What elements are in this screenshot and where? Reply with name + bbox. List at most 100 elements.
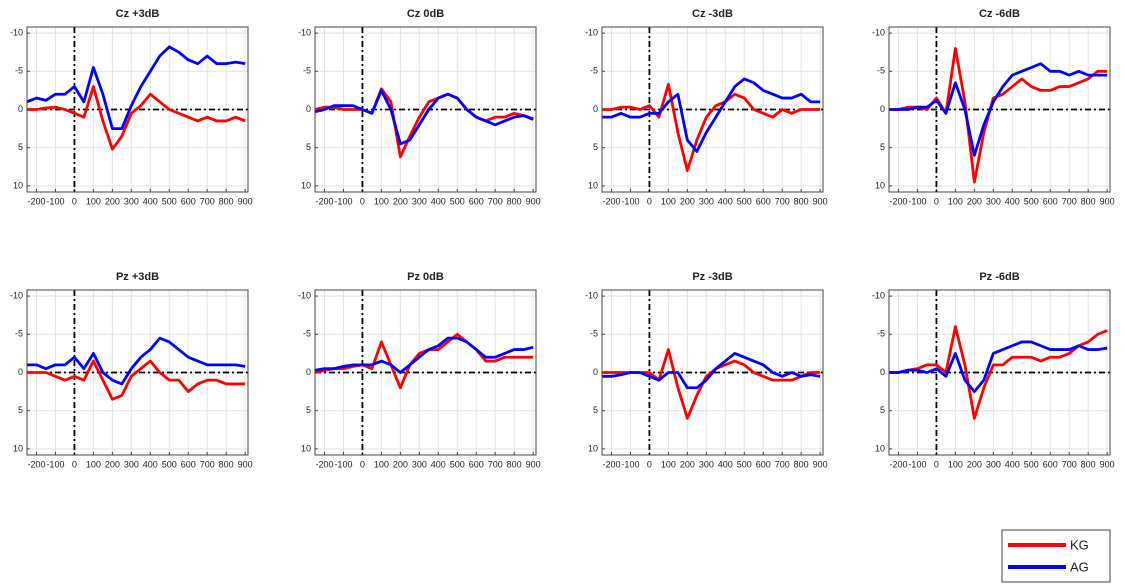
y-tick-label: -10	[10, 290, 23, 300]
series-line	[27, 359, 246, 401]
x-tick-label: 700	[200, 459, 215, 469]
y-tick-label: 0	[593, 104, 598, 114]
x-tick-label: 0	[360, 196, 365, 206]
x-tick-label: 0	[72, 459, 77, 469]
x-tick-label: 700	[1062, 196, 1077, 206]
x-tick-label: 0	[647, 196, 652, 206]
y-tick-label: 0	[593, 367, 598, 377]
x-tick-label: 800	[794, 196, 809, 206]
x-tick-label: -200	[602, 459, 620, 469]
y-tick-label: 0	[18, 367, 23, 377]
y-tick-label: -5	[303, 329, 311, 339]
x-tick-label: 900	[1100, 459, 1115, 469]
x-tick-label: 700	[200, 196, 215, 206]
x-tick-label: 100	[374, 459, 389, 469]
x-tick-label: 200	[105, 196, 120, 206]
x-tick-label: 800	[1081, 196, 1096, 206]
y-tick-label: 5	[593, 405, 598, 415]
x-tick-label: 600	[181, 196, 196, 206]
subplot: Cz -3dB -10 -5 0 5 10 -200 -100 0 100 200 300 400 500…	[585, 8, 828, 206]
y-tick-label: 5	[18, 405, 23, 415]
x-tick-label: -100	[908, 196, 926, 206]
subplot-title: Pz -6dB	[979, 271, 1019, 283]
x-tick-label: -100	[46, 459, 64, 469]
x-tick-label: 100	[661, 459, 676, 469]
y-tick-label: 10	[13, 180, 23, 190]
y-tick-label: -5	[15, 329, 23, 339]
y-tick-label: -5	[590, 66, 598, 76]
x-tick-label: 300	[986, 459, 1001, 469]
y-tick-label: -10	[872, 290, 885, 300]
x-tick-label: 600	[181, 459, 196, 469]
x-tick-label: 900	[526, 196, 541, 206]
subplot: Cz +3dB -10 -5 0 5 10 -200 -100 0 100 200 300 400 500…	[10, 8, 253, 206]
x-tick-label: 700	[775, 196, 790, 206]
x-tick-label: 400	[1005, 459, 1020, 469]
plot-frame	[601, 289, 824, 456]
y-tick-label: 5	[593, 142, 598, 152]
x-tick-label: 200	[393, 459, 408, 469]
subplot-title: Pz 0dB	[407, 271, 444, 283]
plot-frame	[314, 289, 537, 456]
subplot-title: Cz 0dB	[407, 8, 444, 20]
x-tick-label: 500	[737, 196, 752, 206]
series-line	[889, 340, 1108, 393]
y-tick-label: 0	[306, 367, 311, 377]
y-tick-label: 10	[301, 180, 311, 190]
series-line	[314, 332, 534, 390]
x-tick-label: -200	[315, 196, 333, 206]
x-tick-label: 700	[488, 196, 503, 206]
x-tick-label: -100	[621, 459, 639, 469]
plot-frame	[26, 26, 249, 193]
x-tick-label: 0	[934, 196, 939, 206]
x-tick-label: 900	[813, 459, 828, 469]
y-tick-label: -10	[298, 27, 311, 37]
series-line	[27, 85, 246, 151]
y-tick-label: -10	[10, 27, 23, 37]
x-tick-label: 800	[507, 459, 522, 469]
x-tick-label: 100	[948, 196, 963, 206]
y-tick-label: -5	[590, 329, 598, 339]
x-tick-label: 900	[238, 459, 253, 469]
x-tick-label: 700	[488, 459, 503, 469]
x-tick-label: 300	[699, 196, 714, 206]
series-line	[314, 89, 534, 146]
subplot-title: Pz +3dB	[116, 271, 159, 283]
x-tick-label: 800	[219, 196, 234, 206]
y-tick-label: 10	[588, 180, 598, 190]
x-tick-label: 900	[813, 196, 828, 206]
x-tick-label: 500	[450, 196, 465, 206]
series-line	[602, 77, 821, 153]
y-tick-label: 5	[880, 142, 885, 152]
legend-box	[1001, 529, 1111, 583]
series-line	[889, 325, 1108, 420]
x-tick-label: 200	[393, 196, 408, 206]
subplot: Pz -6dB -10 -5 0 5 10 -200 -100 0 100 200 300 400 500…	[872, 271, 1115, 469]
x-tick-label: 100	[374, 196, 389, 206]
plot-frame	[888, 289, 1111, 456]
subplot: Cz 0dB -10 -5 0 5 10 -200 -100 0 100 200 300 400 500 6…	[298, 8, 541, 206]
x-tick-label: 300	[124, 196, 139, 206]
x-tick-label: 200	[680, 459, 695, 469]
x-tick-label: 500	[1024, 459, 1039, 469]
x-tick-label: 400	[1005, 196, 1020, 206]
y-tick-label: 5	[306, 142, 311, 152]
x-tick-label: 500	[450, 459, 465, 469]
subplot: Pz +3dB -10 -5 0 5 10 -200 -100 0 100 200 300 400 500…	[10, 271, 253, 469]
y-tick-label: -5	[877, 66, 885, 76]
x-tick-label: 800	[794, 459, 809, 469]
x-tick-label: 0	[934, 459, 939, 469]
legend-label: AG	[1070, 559, 1089, 574]
x-tick-label: 600	[756, 196, 771, 206]
series-line	[602, 352, 821, 390]
series-line	[27, 336, 246, 386]
x-tick-label: -200	[27, 196, 45, 206]
y-tick-label: 10	[301, 443, 311, 453]
x-tick-label: 700	[1062, 459, 1077, 469]
x-tick-label: 900	[526, 459, 541, 469]
x-tick-label: 600	[1043, 459, 1058, 469]
x-tick-label: 300	[124, 459, 139, 469]
legend: KG AG	[1001, 529, 1111, 583]
x-tick-label: -100	[621, 196, 639, 206]
